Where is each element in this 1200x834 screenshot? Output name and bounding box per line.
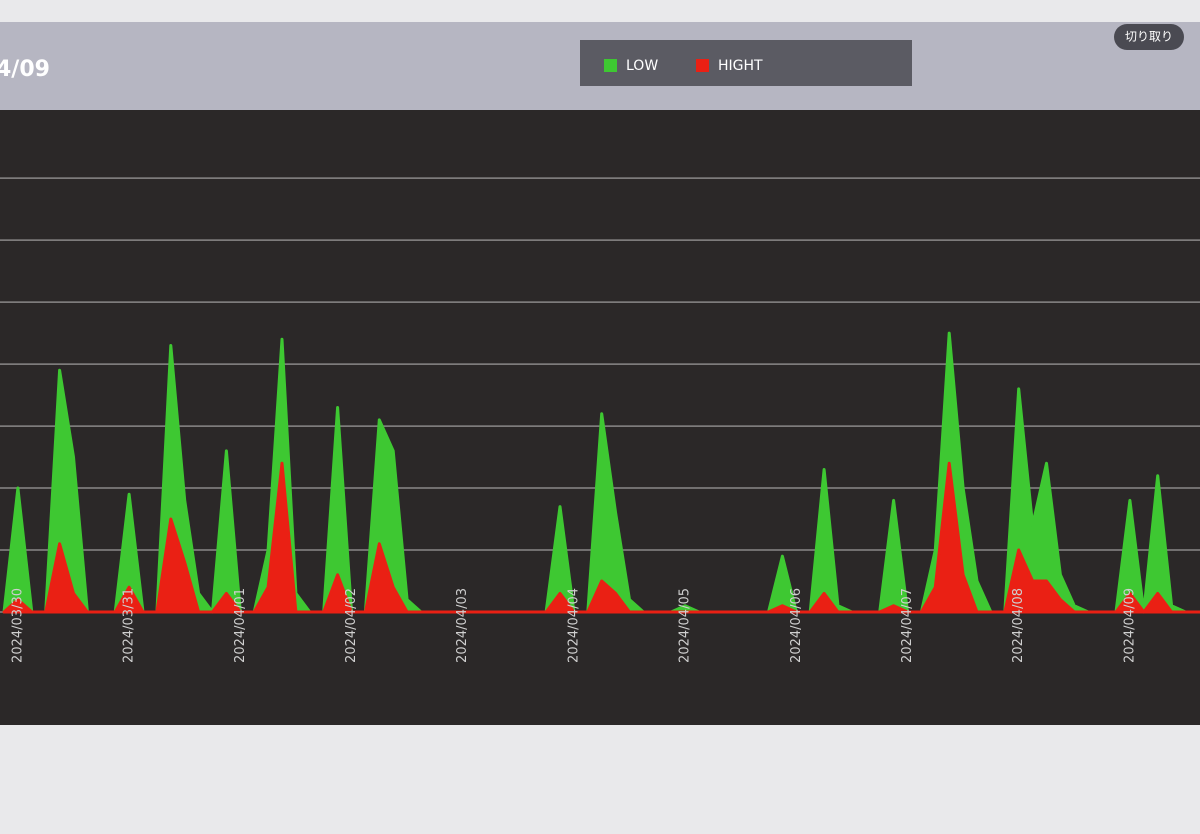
- x-tick-label: 2024/04/08: [1011, 588, 1026, 663]
- x-tick-label: 2024/04/06: [789, 588, 804, 663]
- x-tick-label: 2024/04/02: [344, 588, 359, 663]
- crop-button[interactable]: [1114, 24, 1184, 50]
- x-tick-label: 2024/04/05: [678, 588, 693, 663]
- legend-label: LOW: [626, 58, 658, 74]
- legend-box: [580, 40, 912, 86]
- plot: 2024/03/30 2024/03/31 2024/04/01 2024/04/02…: [0, 177, 1200, 663]
- crop-button-label[interactable]: 切り取り: [1125, 30, 1173, 44]
- x-tick-label: 2024/04/01: [233, 588, 248, 663]
- x-tick-label: 2024/04/07: [900, 588, 915, 663]
- x-tick-label: 2024/04/04: [566, 588, 581, 663]
- area-series: [2, 331, 1200, 614]
- x-tick-label: 2024/03/31: [122, 588, 137, 663]
- x-tick-label: 2024/04/03: [455, 588, 470, 663]
- chart-title: 4/09: [0, 57, 50, 82]
- x-tick-label: 2024/04/09: [1122, 588, 1137, 663]
- legend-swatch: [604, 59, 617, 72]
- legend-swatch: [696, 59, 709, 72]
- area-series: [2, 461, 1200, 614]
- x-tick-label: 2024/03/30: [10, 588, 25, 663]
- legend-label: HIGHT: [718, 58, 763, 74]
- legend: LOW HIGHT: [604, 58, 763, 74]
